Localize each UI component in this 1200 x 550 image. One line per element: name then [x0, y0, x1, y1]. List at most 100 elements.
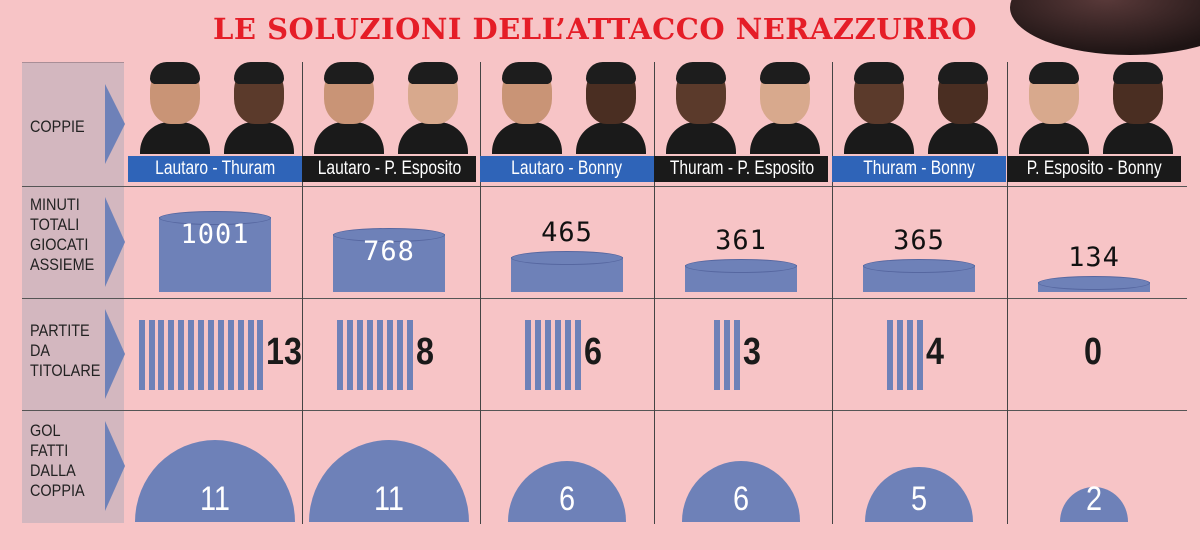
player-photo [750, 62, 820, 154]
start-stripe [207, 320, 214, 390]
start-stripe [337, 320, 344, 390]
player-hair [854, 62, 904, 84]
minutes-label: 134 [1068, 241, 1120, 273]
column-divider [480, 62, 481, 524]
pair-name: Lautaro - Bonny [511, 158, 623, 179]
column-divider [302, 62, 303, 524]
start-stripe [357, 320, 364, 390]
pair-name-bar: Thuram - P. Esposito [654, 156, 828, 182]
row-label-coppie: COPPIE [30, 117, 85, 136]
pair-name: Lautaro - Thuram [154, 158, 276, 179]
minutes-bar-top [685, 258, 797, 273]
player-hair [150, 62, 200, 84]
start-stripe [906, 320, 913, 390]
player-body [844, 122, 914, 154]
start-stripe [247, 320, 254, 390]
player-hair [408, 62, 458, 84]
minutes-bar-top [1038, 275, 1150, 290]
player-body [314, 122, 384, 154]
player-body [928, 122, 998, 154]
goals-label: 11 [199, 480, 230, 518]
row-arrow-partite [105, 309, 125, 399]
player-body [398, 122, 468, 154]
starts-count: 0 [1084, 331, 1102, 373]
player-body [492, 122, 562, 154]
player-body [750, 122, 820, 154]
start-stripe [347, 320, 354, 390]
start-stripe [545, 320, 552, 390]
start-stripe [367, 320, 374, 390]
minutes-bar [159, 217, 271, 292]
minutes-bar-top [511, 251, 623, 266]
starts-count: 13 [266, 331, 303, 373]
pair-name-bar: Lautaro - Bonny [480, 156, 654, 182]
start-stripe [237, 320, 244, 390]
pair-name: P. Esposito - Bonny [1026, 158, 1162, 179]
row-divider [22, 186, 1187, 187]
start-stripe [897, 320, 904, 390]
minutes-label: 361 [715, 224, 767, 256]
minutes-bar [333, 234, 445, 292]
row-arrow-gol [105, 421, 125, 511]
player-hair [234, 62, 284, 84]
pair-name-bar: P. Esposito - Bonny [1007, 156, 1181, 182]
start-stripe [227, 320, 234, 390]
player-photo-corner [1010, 0, 1200, 55]
start-stripe [188, 320, 195, 390]
player-photo [666, 62, 736, 154]
pair-name-bar: Thuram - Bonny [832, 156, 1006, 182]
starts-count: 4 [925, 331, 944, 373]
start-stripe [724, 320, 730, 390]
start-stripe [376, 320, 383, 390]
start-stripe [535, 320, 542, 390]
player-photo [140, 62, 210, 154]
start-stripe [574, 320, 581, 390]
infographic-title: LE SOLUZIONI DELL’ATTACCO NERAZZURRO [212, 12, 977, 46]
player-body [666, 122, 736, 154]
pair-name: Thuram - Bonny [863, 158, 975, 179]
player-photo [928, 62, 998, 154]
column-divider [1007, 62, 1008, 524]
row-header-minuti: MINUTI TOTALI GIOCATI ASSIEME [22, 186, 124, 299]
starts-count: 8 [415, 331, 434, 373]
column-divider [654, 62, 655, 524]
player-photo [398, 62, 468, 154]
player-photo [224, 62, 294, 154]
player-photo [576, 62, 646, 154]
player-hair [324, 62, 374, 84]
row-divider [22, 410, 1187, 411]
player-hair [586, 62, 636, 84]
start-stripe [217, 320, 224, 390]
start-stripe [198, 320, 204, 390]
pair-name: Thuram - P. Esposito [669, 158, 815, 179]
goals-label: 11 [373, 480, 404, 518]
player-photo [492, 62, 562, 154]
goals-label: 5 [910, 480, 928, 518]
start-stripe [554, 320, 561, 390]
minutes-label: 465 [541, 217, 593, 249]
player-body [140, 122, 210, 154]
minutes-label: 768 [363, 236, 415, 268]
pair-name-bar: Lautaro - P. Esposito [302, 156, 476, 182]
minutes-bar-top [159, 211, 271, 225]
minutes-label: 365 [893, 224, 945, 256]
pair-name: Lautaro - P. Esposito [317, 158, 462, 179]
start-stripe [396, 320, 403, 390]
start-stripe [178, 320, 185, 390]
player-photo [314, 62, 384, 154]
start-stripe [168, 320, 175, 390]
player-photo [1103, 62, 1173, 154]
start-stripe [887, 320, 894, 390]
start-stripe [148, 320, 155, 390]
start-stripe [733, 320, 740, 390]
goals-label: 6 [558, 480, 576, 518]
start-stripe [386, 320, 393, 390]
start-stripe [406, 320, 413, 390]
row-arrow-coppie [105, 84, 125, 164]
goals-label: 2 [1085, 480, 1103, 518]
player-body [224, 122, 294, 154]
player-body [1103, 122, 1173, 154]
player-hair [938, 62, 988, 84]
player-photo [844, 62, 914, 154]
row-arrow-minuti [105, 197, 125, 287]
